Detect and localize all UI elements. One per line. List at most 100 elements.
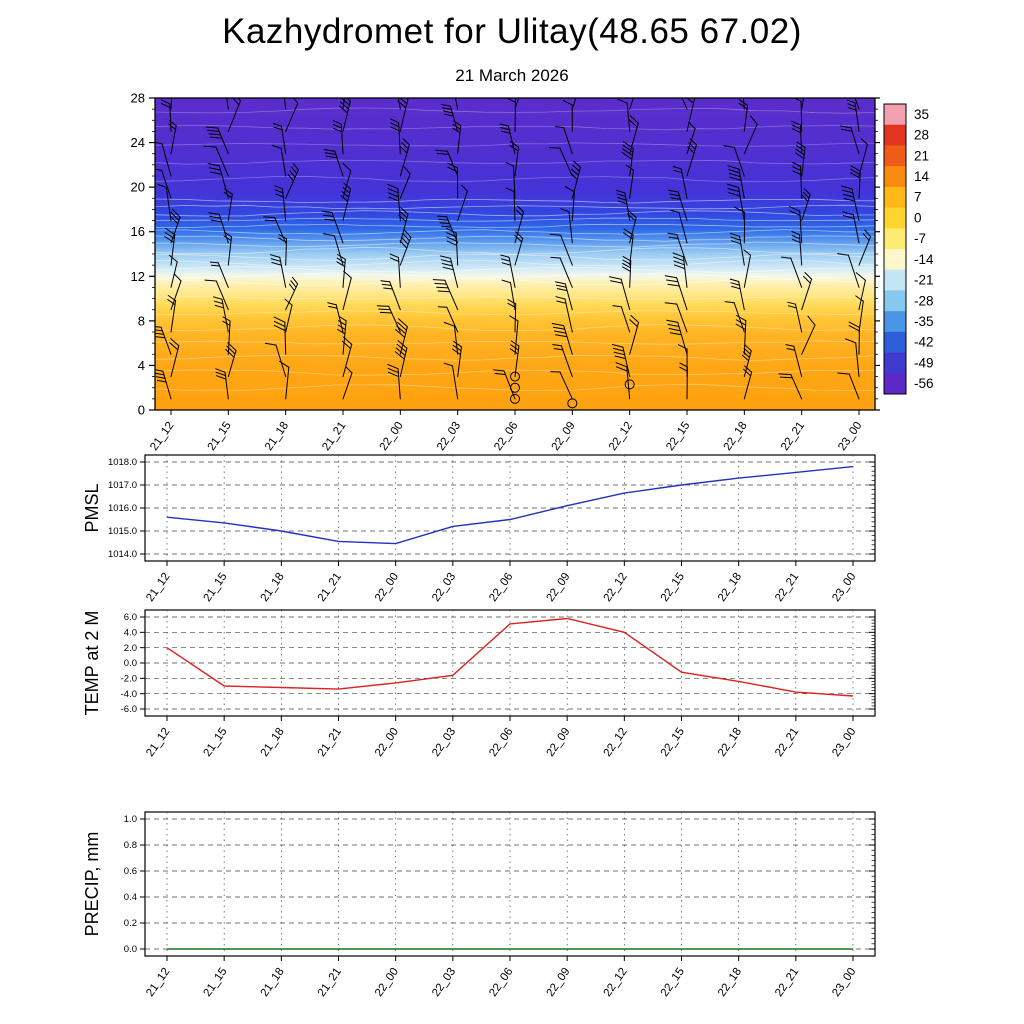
x-tick-label: 21_15 — [201, 571, 229, 604]
colorbar-tick-label: -49 — [914, 355, 934, 370]
precip-mm-panel: 0.0 0.2 0.4 0.6 0.8 1.0 21_12 21_15 21_18 21_21 22… — [82, 811, 876, 999]
colorbar-tick-label: 21 — [914, 148, 929, 163]
height-tick-label: 4 — [138, 358, 145, 373]
colorbar-tick-label: -28 — [914, 293, 934, 308]
pmsl-line — [166, 465, 854, 545]
colorbar: 35 28 21 14 7 0 -7 -14 -21 -28 -35 -42 -49 -56 — [883, 103, 934, 395]
height-tick-label: 0 — [138, 403, 145, 418]
x-tick-label: 22_12 — [602, 571, 630, 604]
y-tick-label: 0.2 — [124, 918, 137, 929]
x-tick-label: 21_18 — [263, 420, 291, 453]
colorbar-tick-label: -42 — [914, 335, 934, 350]
colorbar-segment — [884, 104, 906, 126]
colorbar-segment — [884, 352, 906, 374]
height-tick-label: 16 — [131, 224, 145, 239]
height-tick-label: 24 — [131, 135, 145, 150]
x-tick-label: 23_00 — [836, 420, 864, 453]
x-tick-label: 22_18 — [716, 726, 744, 759]
x-tick-label: 22_15 — [664, 420, 692, 453]
height-tick-label: 20 — [131, 180, 145, 195]
x-tick-label: 21_18 — [259, 726, 287, 759]
x-tick-label: 23_00 — [830, 726, 858, 759]
x-tick-label: 21_12 — [144, 571, 172, 604]
colorbar-segment — [884, 269, 906, 291]
x-tick-label: 22_18 — [716, 571, 744, 604]
colorbar-segment — [884, 124, 906, 146]
x-tick-label: 22_03 — [430, 571, 458, 604]
x-tick-label: 22_18 — [722, 420, 750, 453]
x-tick-label: 22_21 — [779, 420, 807, 453]
y-tick-label: 2.0 — [124, 643, 137, 654]
x-tick-label: 21_15 — [201, 726, 229, 759]
x-tick-label: 22_12 — [602, 726, 630, 759]
y-tick-label: 1017.0 — [108, 480, 137, 491]
x-tick-label: 22_00 — [373, 726, 401, 759]
colorbar-segment — [884, 186, 906, 209]
colorbar-segment — [884, 228, 906, 250]
colorbar-tick-label: 0 — [914, 210, 922, 225]
x-tick-label: 21_15 — [206, 420, 234, 453]
x-tick-label: 22_09 — [544, 966, 572, 999]
y-tick-label: 1014.0 — [108, 549, 137, 560]
cross-section-panel: 0 4 8 12 16 20 24 28 21_12 21_15 21_18 21_21 22_00 22… — [131, 91, 880, 453]
x-tick-label: 21_21 — [316, 726, 344, 759]
y-tick-label: 1018.0 — [108, 457, 137, 468]
x-tick-label: 22_06 — [492, 420, 520, 453]
x-tick-label: 22_00 — [373, 571, 401, 604]
y-tick-label: 4.0 — [124, 628, 137, 639]
x-tick-label: 22_21 — [773, 571, 801, 604]
y-tick-label: 0.4 — [124, 892, 137, 903]
x-tick-label: 22_18 — [716, 966, 744, 999]
height-tick-label: 28 — [131, 91, 145, 106]
x-tick-label: 22_15 — [659, 571, 687, 604]
x-tick-label: 21_12 — [144, 726, 172, 759]
x-tick-label: 22_21 — [773, 966, 801, 999]
x-tick-label: 22_09 — [550, 420, 578, 453]
y-tick-label: -4.0 — [121, 689, 137, 700]
height-tick-label: 12 — [131, 269, 145, 284]
x-tick-label: 22_09 — [544, 726, 572, 759]
x-tick-label: 22_15 — [659, 726, 687, 759]
wind-barbs — [155, 98, 872, 400]
colorbar-tick-label: 7 — [914, 190, 922, 205]
colorbar-segment — [884, 290, 906, 312]
colorbar-tick-label: -56 — [914, 376, 934, 391]
x-tick-label: 22_21 — [773, 726, 801, 759]
x-tick-label: 22_03 — [430, 966, 458, 999]
x-tick-label: 21_21 — [316, 966, 344, 999]
colorbar-tick-label: -14 — [914, 252, 934, 267]
x-tick-label: 21_21 — [320, 420, 348, 453]
x-tick-label: 22_06 — [487, 571, 515, 604]
colorbar-tick-label: -7 — [914, 231, 926, 246]
y-tick-label: 0.0 — [124, 944, 137, 955]
x-tick-label: 23_00 — [830, 571, 858, 604]
colorbar-segment — [884, 311, 906, 333]
y-tick-label: 1.0 — [124, 814, 137, 825]
x-tick-label: 22_09 — [544, 571, 572, 604]
x-tick-label: 21_12 — [144, 966, 172, 999]
calm-circle-markers — [510, 371, 635, 409]
x-tick-label: 22_06 — [487, 726, 515, 759]
y-tick-label: 0.8 — [124, 840, 137, 851]
y-tick-label: 1016.0 — [108, 503, 137, 514]
chart-title: Kazhydromet for Ulitay(48.65 67.02) — [222, 12, 802, 51]
x-tick-label: 22_03 — [435, 420, 463, 453]
temperature-field — [155, 98, 875, 410]
y-tick-label: 0.0 — [124, 658, 137, 669]
colorbar-tick-label: -35 — [914, 314, 934, 329]
x-tick-label: 21_12 — [148, 420, 176, 453]
y-tick-label: 1015.0 — [108, 526, 137, 537]
x-tick-label: 22_03 — [430, 726, 458, 759]
y-tick-label: -6.0 — [121, 704, 137, 715]
colorbar-tick-label: 28 — [914, 128, 929, 143]
y-tick-label: 6.0 — [124, 612, 137, 623]
y-tick-label: -2.0 — [121, 674, 137, 685]
temp-at-2-m-line — [166, 617, 854, 697]
chart-subtitle: 21 March 2026 — [455, 66, 569, 85]
pmsl-axis-title: PMSL — [82, 483, 102, 532]
x-tick-label: 21_15 — [201, 966, 229, 999]
x-tick-label: 22_06 — [487, 966, 515, 999]
x-tick-label: 21_18 — [259, 966, 287, 999]
